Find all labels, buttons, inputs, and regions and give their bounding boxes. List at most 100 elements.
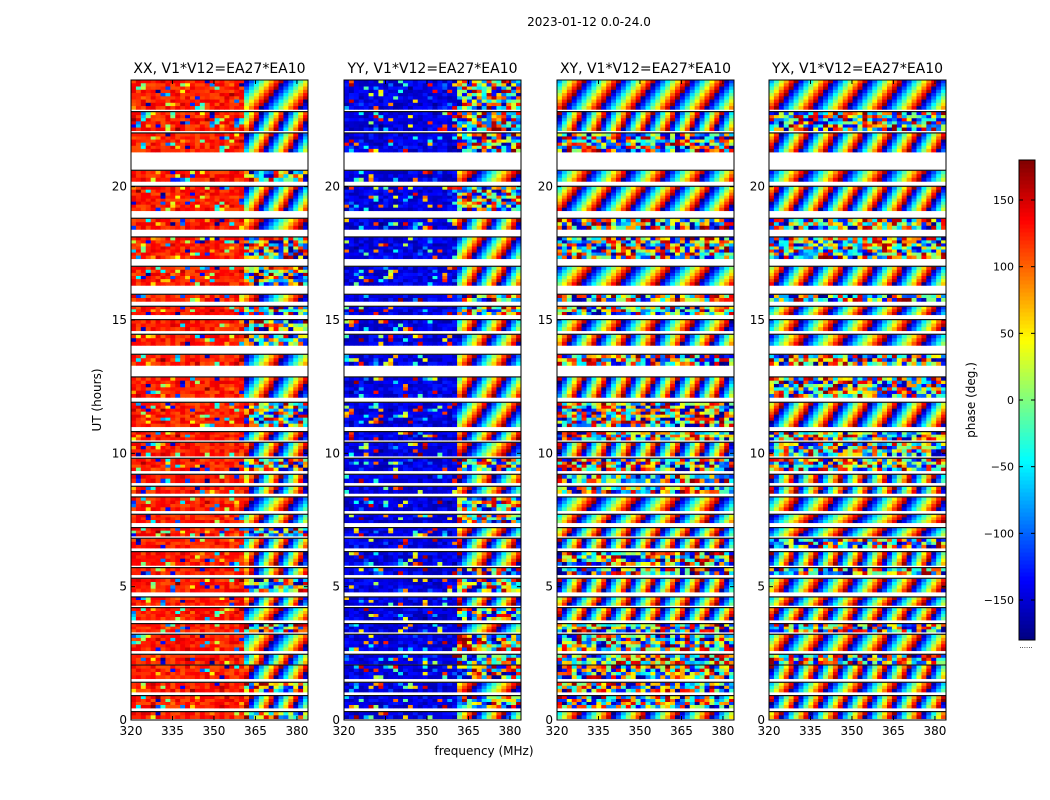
heatmap-cell bbox=[185, 654, 191, 659]
heatmap-cell bbox=[190, 614, 196, 618]
heatmap-cell bbox=[273, 174, 279, 179]
heatmap-cell bbox=[253, 461, 260, 466]
heatmap-cell bbox=[278, 309, 284, 313]
heatmap-cell bbox=[140, 177, 147, 182]
heatmap-cell bbox=[244, 320, 250, 324]
heatmap-cell bbox=[229, 306, 235, 310]
segment-edge bbox=[131, 217, 308, 219]
heatmap-cell bbox=[244, 478, 250, 484]
heatmap-cell bbox=[194, 464, 201, 469]
heatmap-cell bbox=[288, 192, 294, 197]
heatmap-cell bbox=[244, 500, 250, 505]
heatmap-cell bbox=[131, 294, 137, 299]
heatmap-cell bbox=[278, 520, 284, 524]
heatmap-cell bbox=[214, 614, 220, 618]
segment-edge bbox=[131, 169, 308, 171]
heatmap-cell bbox=[249, 597, 255, 601]
heatmap-cell bbox=[190, 446, 196, 450]
heatmap-cell bbox=[194, 474, 201, 480]
heatmap-cell bbox=[170, 394, 176, 398]
heatmap-cell bbox=[160, 611, 166, 615]
heatmap-cell bbox=[160, 685, 166, 690]
heatmap-cell bbox=[293, 121, 299, 125]
heatmap-cell bbox=[253, 617, 260, 621]
heatmap-cell bbox=[278, 279, 284, 283]
heatmap-cell bbox=[278, 696, 284, 700]
heatmap-cell bbox=[234, 452, 240, 457]
heatmap-cell bbox=[283, 634, 289, 639]
heatmap-cell bbox=[145, 500, 152, 505]
heatmap-cell bbox=[190, 611, 196, 615]
heatmap-cell bbox=[145, 562, 152, 566]
heatmap-cell bbox=[293, 434, 299, 438]
heatmap-cell bbox=[145, 80, 152, 84]
heatmap-cell bbox=[175, 626, 181, 630]
heatmap-cell bbox=[293, 688, 299, 693]
heatmap-cell bbox=[185, 148, 191, 153]
heatmap-cell bbox=[229, 142, 235, 147]
segment-edge bbox=[131, 376, 308, 378]
heatmap-cell bbox=[209, 446, 215, 450]
heatmap-cell bbox=[253, 411, 260, 416]
heatmap-cell bbox=[209, 497, 215, 502]
heatmap-cell bbox=[160, 338, 166, 343]
heatmap-cell bbox=[185, 320, 191, 324]
heatmap-cell bbox=[131, 323, 137, 328]
heatmap-cell bbox=[180, 672, 186, 676]
heatmap-cell bbox=[283, 597, 289, 601]
heatmap-cell bbox=[180, 269, 186, 274]
heatmap-cell bbox=[170, 402, 176, 407]
heatmap-cell bbox=[155, 449, 161, 454]
heatmap-cell bbox=[165, 222, 171, 227]
heatmap-cell bbox=[263, 432, 270, 436]
heatmap-cell bbox=[155, 320, 161, 324]
heatmap-cell bbox=[204, 461, 211, 466]
heatmap-cell bbox=[185, 121, 191, 125]
heatmap-cell bbox=[131, 420, 137, 425]
heatmap-cell bbox=[131, 641, 137, 645]
heatmap-cell bbox=[239, 195, 245, 200]
heatmap-cell bbox=[209, 189, 215, 194]
heatmap-cell bbox=[160, 641, 166, 645]
heatmap-cell bbox=[155, 452, 161, 457]
heatmap-cell bbox=[150, 133, 156, 137]
heatmap-cell bbox=[288, 189, 294, 194]
heatmap-cell bbox=[155, 243, 161, 247]
heatmap-cell bbox=[185, 195, 191, 200]
heatmap-cell bbox=[175, 660, 181, 665]
heatmap-cell bbox=[204, 538, 211, 543]
heatmap-cell bbox=[160, 246, 166, 250]
heatmap-cell bbox=[293, 600, 299, 604]
heatmap-cell bbox=[244, 201, 250, 206]
heatmap-cell bbox=[273, 354, 279, 359]
heatmap-cell bbox=[303, 668, 308, 673]
heatmap-cell bbox=[150, 148, 156, 153]
heatmap-cell bbox=[283, 298, 289, 302]
heatmap-cell bbox=[268, 384, 274, 388]
heatmap-cell bbox=[199, 201, 206, 206]
heatmap-cell bbox=[160, 702, 166, 706]
heatmap-cell bbox=[268, 380, 274, 385]
heatmap-cell bbox=[268, 520, 274, 524]
heatmap-cell bbox=[249, 555, 255, 560]
heatmap-cell bbox=[145, 660, 152, 665]
heatmap-cell bbox=[258, 341, 265, 346]
heatmap-cell bbox=[175, 637, 181, 642]
heatmap-cell bbox=[155, 198, 161, 203]
heatmap-cell bbox=[263, 80, 270, 84]
heatmap-cell bbox=[283, 520, 289, 524]
heatmap-cell bbox=[298, 517, 304, 521]
heatmap-cell bbox=[288, 702, 294, 706]
heatmap-cell bbox=[268, 517, 274, 521]
heatmap-cell bbox=[170, 174, 176, 179]
heatmap-cell bbox=[140, 588, 147, 593]
heatmap-cell bbox=[288, 637, 294, 642]
heatmap-cell bbox=[170, 507, 176, 512]
panel-xx-image bbox=[131, 80, 308, 720]
heatmap-cell bbox=[135, 582, 142, 586]
heatmap-cell bbox=[253, 602, 260, 606]
heatmap-cell bbox=[190, 323, 196, 328]
heatmap-cell bbox=[229, 617, 235, 621]
heatmap-cell bbox=[249, 327, 255, 332]
heatmap-cell bbox=[258, 541, 265, 546]
